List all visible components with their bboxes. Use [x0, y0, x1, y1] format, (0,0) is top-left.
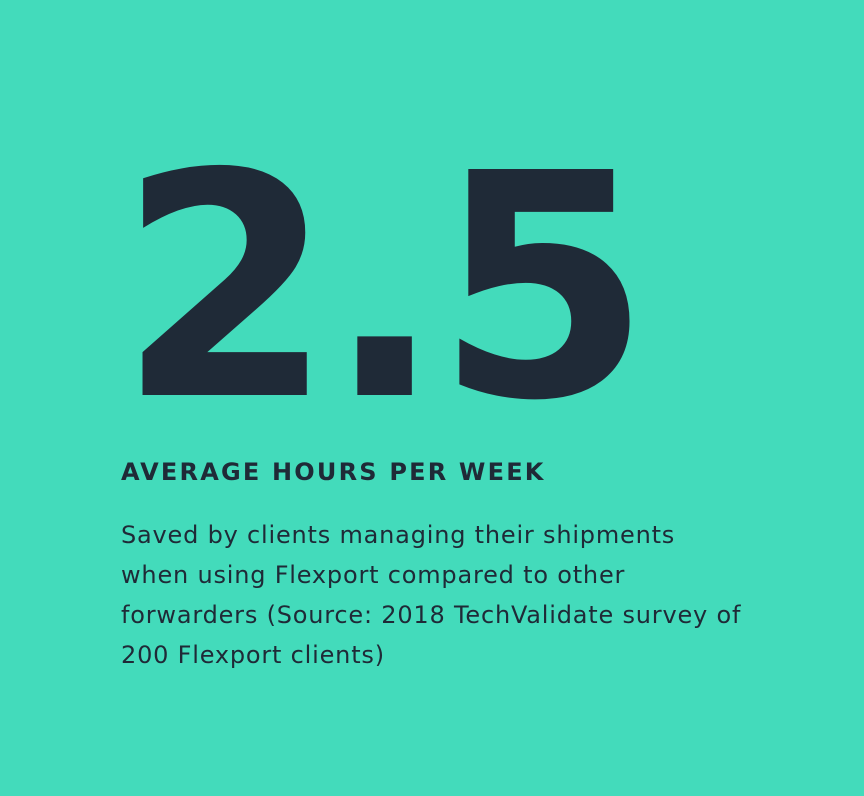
stat-description: Saved by clients managing their shipment…	[121, 521, 742, 669]
stat-label: AVERAGE HOURS PER WEEK	[121, 458, 546, 486]
stat-value-area: 2.5	[118, 108, 651, 430]
stat-value: 2.5	[118, 108, 643, 430]
